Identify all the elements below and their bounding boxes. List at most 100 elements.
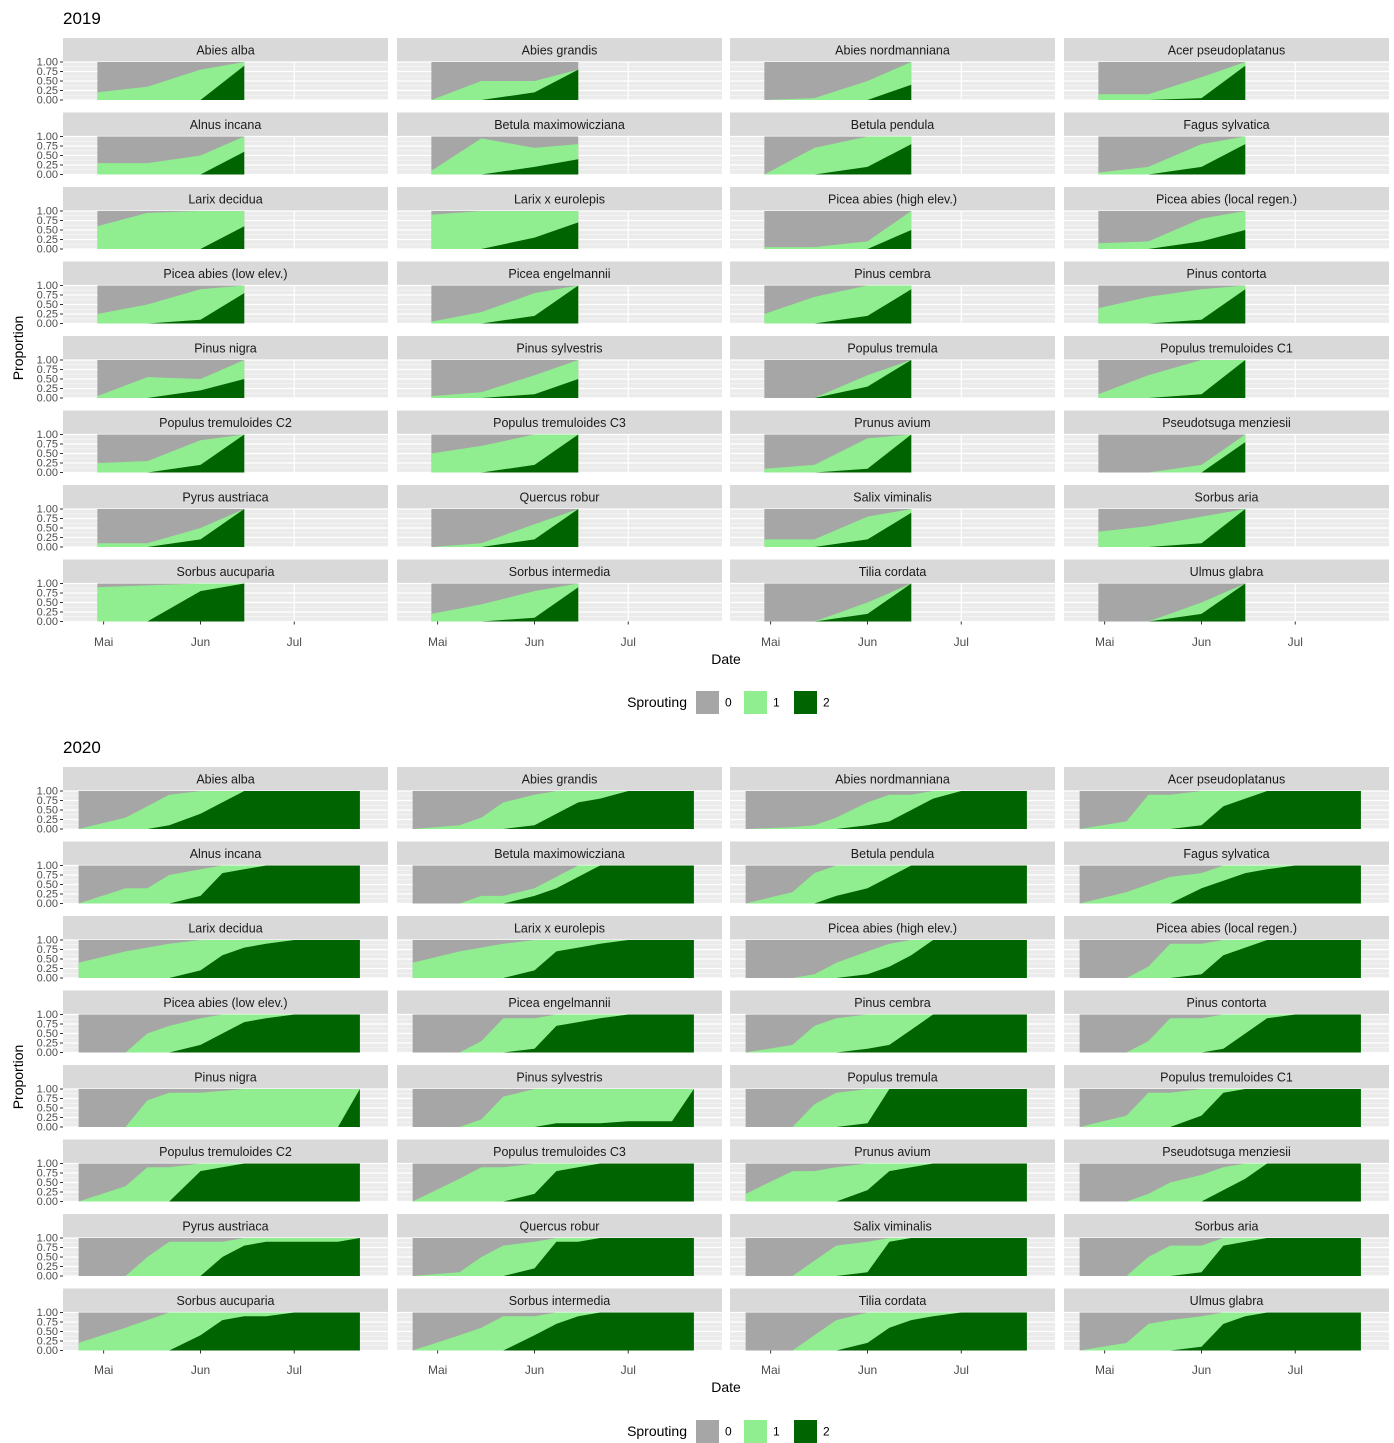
area-sprouting-2 <box>412 1312 694 1351</box>
facet-strip <box>730 485 1055 509</box>
area-sprouting-2 <box>431 285 579 324</box>
facet-label: Pinus sylvestris <box>516 1071 602 1085</box>
facet-label: Populus tremula <box>847 1071 937 1085</box>
legend-key-0 <box>696 691 719 714</box>
y-tick-label: 0.50 <box>37 1177 58 1189</box>
y-tick-label: 0.50 <box>37 597 58 609</box>
facet-panel: Alnus incana 0.000.250.500.751.00 <box>37 841 388 910</box>
legend-key-2 <box>794 1420 817 1443</box>
y-axis-label: Proportion <box>10 1045 26 1110</box>
facet-panel: Abies nordmanniana <box>730 767 1055 830</box>
legend-key-1 <box>744 691 767 714</box>
area-sprouting-1 <box>431 138 579 175</box>
facet-label: Picea engelmannii <box>508 996 610 1010</box>
x-tick-label: Mai <box>428 635 447 649</box>
y-tick-label: 0.50 <box>37 805 58 817</box>
legend-key-1 <box>744 1420 767 1443</box>
chart-title: 2019 <box>63 9 101 28</box>
facet-strip <box>1064 1288 1389 1313</box>
y-tick-label: 0.75 <box>37 513 58 525</box>
facet-panel: Populus tremuloides C2 0.000.250.500.751.… <box>37 410 388 479</box>
facet-label: Populus tremuloides C1 <box>1160 1071 1293 1085</box>
facet-label: Populus tremuloides C3 <box>493 1145 626 1159</box>
facet-label: Picea abies (local regen.) <box>1156 922 1297 936</box>
facet-panel: Sorbus aria <box>1064 1214 1389 1277</box>
facet-panel: Betula maximowicziana <box>397 112 722 176</box>
area-sprouting-2 <box>78 940 360 978</box>
facet-strip <box>1064 1065 1389 1089</box>
area-sprouting-2 <box>764 84 912 100</box>
area-sprouting-2 <box>97 151 245 175</box>
y-tick-label: 0.00 <box>37 95 58 107</box>
facet-strip <box>397 38 722 62</box>
facet-strip <box>730 767 1055 791</box>
facet-panel: Populus tremula <box>730 336 1055 399</box>
y-tick-label: 0.50 <box>37 374 58 386</box>
y-tick-label: 1.00 <box>37 206 58 218</box>
area-sprouting-2 <box>745 1089 1027 1127</box>
facet-label: Picea engelmannii <box>508 267 610 281</box>
facet-panel: Populus tremuloides C1 <box>1064 1065 1389 1128</box>
y-tick-label: 0.00 <box>37 542 58 554</box>
area-sprouting-2 <box>412 1089 694 1127</box>
facet-label: Alnus incana <box>190 118 262 132</box>
facet-panel: Fagus sylvatica <box>1064 841 1389 905</box>
y-tick-label: 0.75 <box>37 870 58 882</box>
area-sprouting-2 <box>97 226 245 249</box>
facet-panel: Sorbus aria <box>1064 485 1389 548</box>
y-tick-label: 1.00 <box>37 57 58 69</box>
area-sprouting-2 <box>412 1238 694 1276</box>
y-tick-label: 0.50 <box>37 1252 58 1264</box>
facet-label: Salix viminalis <box>853 491 932 505</box>
x-tick-label: Jul <box>1288 635 1303 649</box>
facet-strip <box>63 559 388 584</box>
facet-panel: Abies alba 0.000.250.500.751.00 <box>37 38 388 107</box>
area-sprouting-2 <box>97 65 245 100</box>
area-sprouting-1 <box>764 434 912 473</box>
y-tick-label: 0.50 <box>37 150 58 162</box>
area-sprouting-2 <box>1098 65 1246 100</box>
x-tick-label: Jul <box>954 1363 969 1377</box>
area-sprouting-2 <box>412 1163 694 1202</box>
y-tick-label: 0.75 <box>37 588 58 600</box>
area-sprouting-1 <box>431 360 579 398</box>
facet-label: Sorbus aria <box>1195 491 1259 505</box>
area-sprouting-1 <box>412 1089 694 1127</box>
x-tick-label: Jul <box>287 1363 302 1377</box>
facet-strip <box>730 1065 1055 1089</box>
facet-label: Larix x eurolepis <box>514 922 605 936</box>
area-sprouting-1 <box>1098 360 1246 398</box>
facet-panel: Pinus sylvestris <box>397 1065 722 1128</box>
facet-label: Populus tremula <box>847 342 937 356</box>
x-tick-label: Jun <box>1192 635 1211 649</box>
legend-label: 2 <box>823 1425 830 1439</box>
x-tick-label: Jun <box>191 1363 210 1377</box>
y-tick-label: 0.50 <box>37 1028 58 1040</box>
facet-label: Acer pseudoplatanus <box>1168 773 1285 787</box>
legend: Sprouting 0 1 2 <box>627 1420 830 1443</box>
y-tick-label: 0.50 <box>37 299 58 311</box>
area-sprouting-2 <box>1079 1014 1361 1053</box>
y-tick-label: 0.00 <box>37 1122 58 1134</box>
area-sprouting-1 <box>1098 285 1246 324</box>
x-tick-label: Jul <box>621 635 636 649</box>
facet-label: Picea abies (local regen.) <box>1156 193 1297 207</box>
y-tick-label: 0.25 <box>37 85 58 97</box>
y-tick-label: 0.25 <box>37 1038 58 1050</box>
y-tick-label: 0.25 <box>37 889 58 901</box>
facet-label: Picea abies (high elev.) <box>828 193 957 207</box>
area-sprouting-2 <box>78 1238 360 1276</box>
facet-label: Betula pendula <box>851 847 934 861</box>
area-sprouting-2 <box>412 865 694 904</box>
facet-strip <box>1064 261 1389 286</box>
x-tick-label: Mai <box>94 1363 113 1377</box>
y-tick-label: 0.00 <box>37 1196 58 1208</box>
y-tick-label: 1.00 <box>37 578 58 590</box>
y-tick-label: 0.75 <box>37 290 58 302</box>
facet-label: Pseudotsuga menziesii <box>1162 1145 1291 1159</box>
x-tick-label: Mai <box>1095 635 1114 649</box>
facet-strip <box>730 1214 1055 1238</box>
y-tick-label: 0.25 <box>37 309 58 321</box>
facet-panel: Abies grandis <box>397 767 722 830</box>
